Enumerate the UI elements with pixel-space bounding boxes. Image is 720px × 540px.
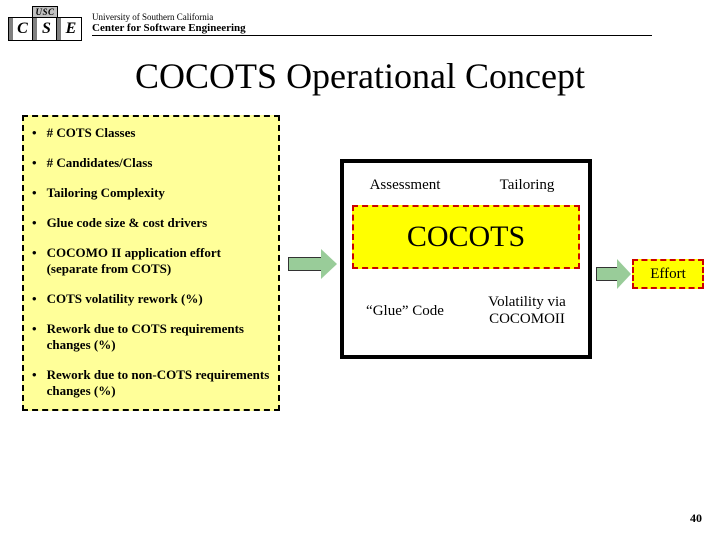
bullet-item: Rework due to COTS requirements changes …: [32, 321, 270, 353]
logo-s: S: [33, 18, 57, 40]
header-text: University of Southern California Center…: [92, 12, 652, 36]
bullet-item: Glue code size & cost drivers: [32, 215, 270, 231]
logo-e: E: [57, 18, 81, 40]
header-rule: [92, 35, 652, 36]
slide-number: 40: [690, 511, 702, 526]
bullet-list: # COTS Classes # Candidates/Class Tailor…: [22, 115, 280, 411]
arrow-inputs-icon: [288, 249, 338, 279]
university-name: University of Southern California: [92, 12, 652, 22]
cell-assessment: Assessment: [344, 163, 466, 207]
bullet-item: Tailoring Complexity: [32, 185, 270, 201]
cell-cocots: COCOTS: [352, 205, 580, 269]
center-name: Center for Software Engineering: [92, 22, 652, 34]
usc-label: USC: [32, 6, 57, 17]
cocots-matrix: Assessment Tailoring COCOTS “Glue” Code …: [340, 159, 592, 359]
usc-cse-logo: USC C S E: [8, 6, 82, 41]
bullet-item: COCOMO II application effort (separate f…: [32, 245, 270, 277]
bullet-item: COTS volatility rework (%): [32, 291, 270, 307]
effort-box: Effort: [632, 259, 704, 289]
slide-title: COCOTS Operational Concept: [0, 55, 720, 97]
bullet-item: Rework due to non-COTS requirements chan…: [32, 367, 270, 399]
cell-tailoring: Tailoring: [466, 163, 588, 207]
cell-glue-code: “Glue” Code: [344, 267, 466, 355]
arrow-output-icon: [596, 259, 632, 289]
cse-boxes: C S E: [8, 17, 82, 41]
bullet-item: # Candidates/Class: [32, 155, 270, 171]
slide-header: USC C S E University of Southern Califor…: [0, 0, 720, 41]
slide-content: # COTS Classes # Candidates/Class Tailor…: [0, 97, 720, 477]
cell-volatility: Volatility via COCOMOII: [466, 267, 588, 355]
bullet-item: # COTS Classes: [32, 125, 270, 141]
logo-c: C: [9, 18, 33, 40]
